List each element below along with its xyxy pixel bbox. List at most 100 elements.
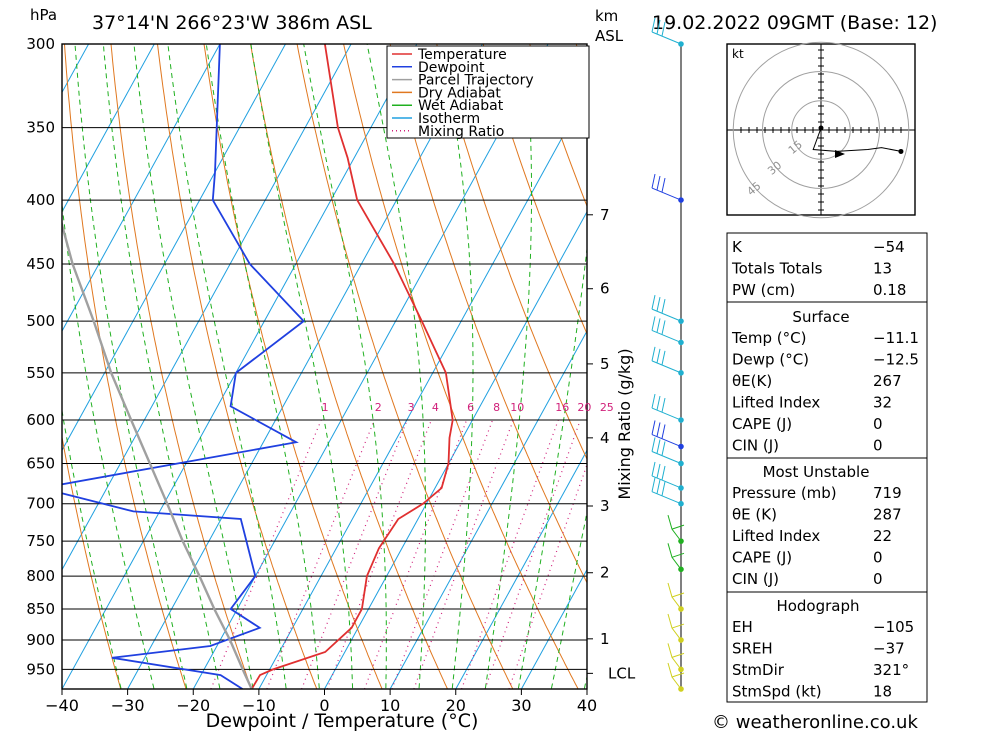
index-label: θE (K) bbox=[732, 506, 777, 524]
index-label: SREH bbox=[732, 640, 773, 658]
wind-barb-flag bbox=[656, 479, 661, 494]
temperature-tick-label: −10 bbox=[242, 696, 276, 715]
wind-barb-flag bbox=[661, 320, 666, 335]
index-value: 0.18 bbox=[873, 281, 906, 299]
km-tick-labels: 7 6 5 4 3 2 1 LCL bbox=[587, 206, 636, 682]
mixing-ratio-value-label: 2 bbox=[375, 401, 382, 414]
mixing-ratio-line bbox=[391, 419, 494, 689]
index-row: CIN (J) 0 bbox=[732, 570, 883, 588]
copyright-label: © weatheronline.co.uk bbox=[712, 712, 918, 733]
wind-barb-flag bbox=[656, 19, 661, 35]
pressure-tick-label: 850 bbox=[26, 600, 55, 618]
index-row: Temp (°C) −11.1 bbox=[731, 329, 919, 347]
km-tick-label: 7 bbox=[600, 206, 610, 224]
index-label: K bbox=[732, 238, 743, 256]
index-value: −37 bbox=[873, 640, 905, 658]
index-label: StmDir bbox=[732, 661, 785, 679]
legend-entry: Mixing Ratio bbox=[418, 124, 504, 140]
wet-adiabat-line bbox=[250, 44, 354, 689]
mixing-ratio-line bbox=[326, 419, 432, 689]
indices-table: K −54 Totals Totals 13 PW (cm) 0.18 Surface Tem… bbox=[726, 232, 928, 703]
pressure-tick-label: 500 bbox=[26, 312, 55, 330]
hodograph-point bbox=[898, 148, 904, 154]
index-row: EH −105 bbox=[732, 618, 914, 636]
wind-level-dot bbox=[678, 318, 684, 324]
wind-barb-flag bbox=[661, 397, 666, 413]
wind-barb-flag bbox=[661, 177, 666, 193]
index-value: 321° bbox=[873, 661, 909, 679]
pressure-tick-label: 400 bbox=[26, 191, 55, 209]
index-row: StmDir 321° bbox=[732, 661, 909, 679]
mixing-ratio-value-label: 1 bbox=[322, 401, 329, 414]
index-label: Totals Totals bbox=[731, 260, 823, 278]
wind-barb-flag bbox=[671, 552, 685, 558]
dry-adiabat-line bbox=[203, 44, 383, 689]
dry-adiabat-line bbox=[296, 44, 514, 689]
dry-adiabat-line bbox=[250, 44, 448, 689]
dewpoint-line bbox=[62, 44, 306, 689]
index-label: StmSpd (kt) bbox=[732, 683, 822, 701]
index-row: PW (cm) 0.18 bbox=[732, 281, 906, 299]
index-row: Totals Totals 13 bbox=[731, 260, 892, 278]
mixing-ratio-value-label: 3 bbox=[408, 401, 415, 414]
wind-barb-flag bbox=[671, 652, 685, 658]
legend-entry: Temperature bbox=[417, 47, 507, 63]
datetime-label: 19.02.2022 09GMT (Base: 12) bbox=[652, 12, 937, 34]
mixing-ratio-value-label: 20 bbox=[577, 401, 591, 414]
index-value: −105 bbox=[873, 618, 914, 636]
temperature-tick-label: 20 bbox=[446, 696, 466, 715]
hodograph-ring bbox=[762, 71, 880, 189]
index-row: θE(K) 267 bbox=[732, 372, 902, 390]
wind-level-dot bbox=[678, 417, 684, 423]
wet-adiabat-line bbox=[550, 509, 587, 689]
wind-barb-flag bbox=[661, 465, 666, 481]
index-value: 0 bbox=[873, 415, 883, 433]
hodograph-trace bbox=[812, 127, 902, 152]
wet-adiabat-line bbox=[102, 44, 221, 689]
km-tick-label: 1 bbox=[600, 630, 610, 648]
wind-barb-flag bbox=[651, 295, 656, 310]
isotherm-line bbox=[62, 44, 221, 333]
wind-barb-flag bbox=[656, 439, 661, 454]
wind-barb-flag bbox=[671, 623, 685, 629]
wind-barb-flag bbox=[656, 463, 661, 479]
dry-adiabat-line bbox=[389, 44, 587, 584]
wind-barb-flag bbox=[651, 477, 656, 492]
wind-barb bbox=[651, 187, 682, 201]
wind-level-dot bbox=[678, 370, 684, 376]
mixing-ratio-line bbox=[301, 419, 408, 689]
dry-adiabat-line bbox=[62, 434, 122, 689]
temperature-tick-label: −20 bbox=[176, 696, 210, 715]
parcel-trajectory-line bbox=[62, 220, 253, 689]
x-axis-title: Dewpoint / Temperature (°C) bbox=[206, 710, 479, 732]
index-value: 18 bbox=[873, 683, 892, 701]
mixing-ratio-value-label: 10 bbox=[510, 401, 524, 414]
dry-adiabat-line bbox=[110, 44, 252, 689]
profile-series bbox=[62, 44, 454, 689]
index-label: θE(K) bbox=[732, 372, 772, 390]
pressure-tick-label: 750 bbox=[26, 532, 55, 550]
mixing-ratio-value-label: 6 bbox=[467, 401, 474, 414]
isotherm-line bbox=[62, 44, 352, 571]
index-row: CAPE (J) 0 bbox=[732, 415, 883, 433]
index-label: Lifted Index bbox=[732, 527, 820, 545]
dry-adiabat-line bbox=[64, 44, 187, 689]
wind-barb-flag bbox=[651, 173, 656, 189]
plot-frame bbox=[61, 43, 588, 690]
index-row: Lifted Index 22 bbox=[732, 527, 892, 545]
isotherm-line bbox=[0, 44, 23, 689]
wind-barb-flag bbox=[651, 316, 656, 331]
wind-level-dot bbox=[678, 443, 684, 450]
wind-barb bbox=[651, 491, 682, 505]
isotherm-line bbox=[455, 449, 587, 689]
wet-adiabat-line bbox=[484, 44, 532, 689]
asl-unit-label: ASL bbox=[595, 27, 624, 45]
index-value: 0 bbox=[873, 570, 883, 588]
index-section-box bbox=[726, 591, 928, 703]
mixing-ratio-labels: 1 2 3 4 6 8 10 16 20 25 bbox=[322, 401, 614, 414]
pressure-tick-label: 350 bbox=[26, 119, 55, 137]
index-label: CAPE (J) bbox=[732, 415, 792, 433]
isotherm-line bbox=[324, 210, 587, 689]
